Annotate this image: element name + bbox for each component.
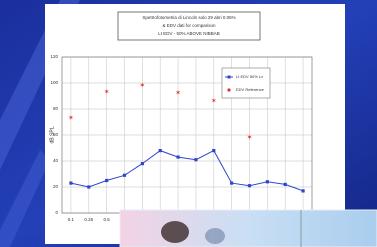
legend-marker — [228, 76, 231, 79]
y-tick-label: 100 — [50, 80, 58, 85]
data-point — [248, 184, 251, 187]
photo-detail — [205, 228, 225, 244]
data-point — [87, 185, 90, 188]
data-point — [194, 158, 197, 161]
screen: Spettrofotometria di Lincoln solo 29 abr… — [0, 0, 377, 247]
data-point — [176, 156, 179, 159]
y-tick-label: 120 — [50, 54, 58, 59]
data-point — [212, 149, 215, 152]
data-point: ✶ — [211, 97, 217, 105]
legend-label: EDV Reference — [236, 87, 265, 92]
data-point: ✶ — [68, 114, 74, 122]
data-point — [105, 179, 108, 182]
data-point — [123, 174, 126, 177]
data-point — [141, 162, 144, 165]
photo-detail — [161, 221, 189, 243]
legend-box — [222, 68, 270, 98]
data-point — [284, 183, 287, 186]
data-point: ✶ — [175, 89, 181, 97]
y-tick-label: 40 — [53, 158, 59, 163]
data-point: ✶ — [247, 133, 253, 141]
x-tick-label: 0.25 — [84, 217, 93, 222]
chart-title: Spettrofotometria di Lincoln solo 29 abr… — [142, 15, 235, 20]
chart-title: & EDV dati for comparison — [162, 23, 216, 28]
chart-title: Lt EDV - 50% ABOVE NIBBAB — [158, 31, 220, 36]
y-tick-label: 80 — [53, 106, 59, 111]
data-point: ✶ — [104, 88, 110, 96]
data-point — [266, 180, 269, 183]
y-tick-label: 20 — [53, 184, 59, 189]
data-point — [69, 182, 72, 185]
x-tick-label: 0.5 — [104, 217, 111, 222]
legend-marker — [227, 88, 230, 91]
x-tick-label: 0.1 — [68, 217, 75, 222]
photo-detail — [300, 210, 302, 247]
data-point — [230, 182, 233, 185]
photo — [120, 210, 377, 247]
data-point — [301, 189, 304, 192]
y-tick-label: 60 — [53, 132, 59, 137]
data-point: ✶ — [139, 81, 145, 89]
legend-label: Lt EDV 50% Lx — [236, 74, 263, 79]
data-point — [159, 149, 162, 152]
